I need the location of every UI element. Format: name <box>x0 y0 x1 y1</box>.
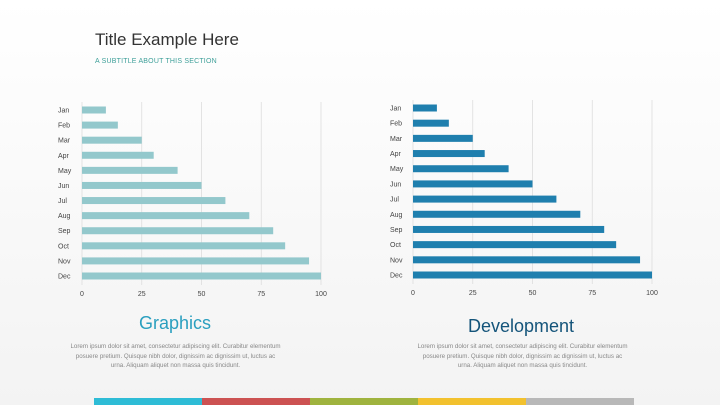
y-tick-label-nov: Nov <box>390 257 403 264</box>
slide-title: Title Example Here <box>95 30 239 49</box>
y-tick-label-jun: Jun <box>390 181 401 188</box>
y-tick-label-mar: Mar <box>390 136 403 143</box>
y-tick-label-sep: Sep <box>58 228 71 235</box>
y-tick-label-feb: Feb <box>390 121 402 128</box>
x-tick-label-25: 25 <box>138 291 146 298</box>
y-tick-label-jul: Jul <box>58 198 67 205</box>
y-tick-label-sep: Sep <box>390 227 403 234</box>
y-tick-label-oct: Oct <box>390 242 401 249</box>
x-tick-label-100: 100 <box>646 290 658 297</box>
bar-jul <box>82 197 226 205</box>
bar-jan <box>413 104 437 112</box>
y-tick-label-jul: Jul <box>390 197 399 204</box>
y-tick-label-jan: Jan <box>58 108 69 115</box>
bar-jun <box>82 181 202 189</box>
bar-nov <box>413 256 641 264</box>
footer-color-segment <box>202 398 310 405</box>
bar-may <box>413 165 509 173</box>
x-tick-label-100: 100 <box>315 291 327 298</box>
bar-apr <box>413 150 485 158</box>
development-description: Lorem ipsum dolor sit amet, consectetur … <box>417 343 628 369</box>
footer-color-bar <box>94 398 634 405</box>
bar-jun <box>413 180 533 188</box>
x-tick-label-25: 25 <box>469 290 477 297</box>
bar-nov <box>82 257 310 265</box>
x-tick-label-50: 50 <box>529 290 537 297</box>
bar-jul <box>413 195 557 203</box>
y-tick-label-oct: Oct <box>58 243 69 250</box>
y-tick-label-nov: Nov <box>58 258 71 265</box>
y-tick-label-jan: Jan <box>390 106 401 113</box>
bar-may <box>82 166 178 174</box>
y-tick-label-dec: Dec <box>390 273 403 280</box>
x-tick-label-50: 50 <box>198 291 206 298</box>
y-tick-label-mar: Mar <box>58 138 71 145</box>
y-tick-label-dec: Dec <box>58 274 71 281</box>
development-heading: Development <box>467 316 575 336</box>
graphics-bar-chart: 0 25 50 75 100 Jan Feb Mar Apr May Jun Jul Aug Sep Oct… <box>58 102 327 298</box>
y-tick-label-apr: Apr <box>58 153 70 160</box>
footer-color-segment <box>418 398 526 405</box>
bar-jan <box>82 106 106 114</box>
y-tick-label-aug: Aug <box>390 212 403 219</box>
y-tick-label-may: May <box>390 166 404 173</box>
y-tick-label-feb: Feb <box>58 123 70 130</box>
bar-mar <box>82 136 142 144</box>
x-tick-label-0: 0 <box>80 291 84 298</box>
x-tick-label-75: 75 <box>588 290 596 297</box>
footer-color-segment <box>94 398 202 405</box>
bar-dec <box>82 272 321 280</box>
bar-feb <box>82 121 118 129</box>
y-tick-label-aug: Aug <box>58 213 71 220</box>
y-tick-label-may: May <box>58 168 72 175</box>
graphics-heading: Graphics <box>138 313 212 333</box>
y-tick-label-jun: Jun <box>58 183 69 190</box>
graphics-description: Lorem ipsum dolor sit amet, consectetur … <box>70 343 281 369</box>
bar-aug <box>82 212 250 220</box>
y-tick-label-apr: Apr <box>390 151 402 158</box>
bar-dec <box>413 271 652 279</box>
bar-feb <box>413 119 449 127</box>
x-tick-label-0: 0 <box>411 290 415 297</box>
development-bar-chart: 0 25 50 75 100 Jan Feb Mar Apr May Jun Jul Aug Sep Oct… <box>390 100 658 297</box>
bar-mar <box>413 134 473 142</box>
bar-apr <box>82 151 154 159</box>
bar-oct <box>413 241 617 249</box>
footer-color-segment <box>526 398 634 405</box>
slide-subtitle: A SUBTITLE ABOUT THIS SECTION <box>95 58 217 65</box>
bar-oct <box>82 242 286 250</box>
bar-sep <box>413 225 605 233</box>
x-tick-label-75: 75 <box>257 291 265 298</box>
bar-aug <box>413 210 581 218</box>
footer-color-segment <box>310 398 418 405</box>
bar-sep <box>82 227 274 235</box>
